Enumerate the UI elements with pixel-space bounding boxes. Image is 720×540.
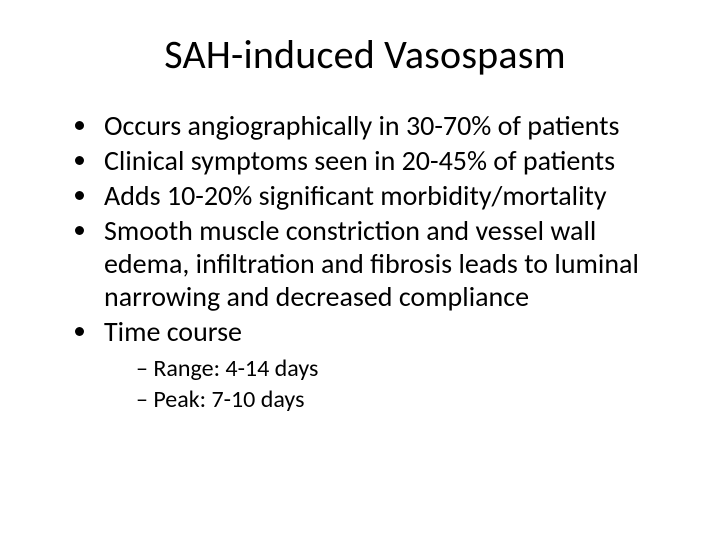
list-item: Occurs angiographically in 30-70% of pat…	[100, 109, 680, 142]
slide-title: SAH-induced Vasospasm	[50, 30, 680, 79]
sub-bullet-text: Peak: 7-10 days	[153, 385, 304, 414]
list-item: Peak: 7-10 days	[136, 385, 680, 414]
bullet-text: Smooth muscle constriction and vessel wa…	[104, 213, 639, 314]
bullet-text: Clinical symptoms seen in 20-45% of pati…	[104, 143, 615, 178]
slide: SAH-induced Vasospasm Occurs angiographi…	[0, 0, 720, 540]
list-item: Adds 10-20% significant morbidity/mortal…	[100, 179, 680, 212]
list-item: Time course Range: 4-14 days Peak: 7-10 …	[100, 315, 680, 415]
sub-bullet-list: Range: 4-14 days Peak: 7-10 days	[104, 354, 680, 415]
sub-bullet-text: Range: 4-14 days	[153, 354, 318, 383]
bullet-text: Time course	[104, 314, 242, 349]
list-item: Range: 4-14 days	[136, 354, 680, 383]
list-item: Clinical symptoms seen in 20-45% of pati…	[100, 144, 680, 177]
bullet-list: Occurs angiographically in 30-70% of pat…	[50, 109, 680, 415]
bullet-text: Adds 10-20% significant morbidity/mortal…	[104, 178, 607, 213]
list-item: Smooth muscle constriction and vessel wa…	[100, 214, 680, 313]
bullet-text: Occurs angiographically in 30-70% of pat…	[104, 108, 619, 143]
